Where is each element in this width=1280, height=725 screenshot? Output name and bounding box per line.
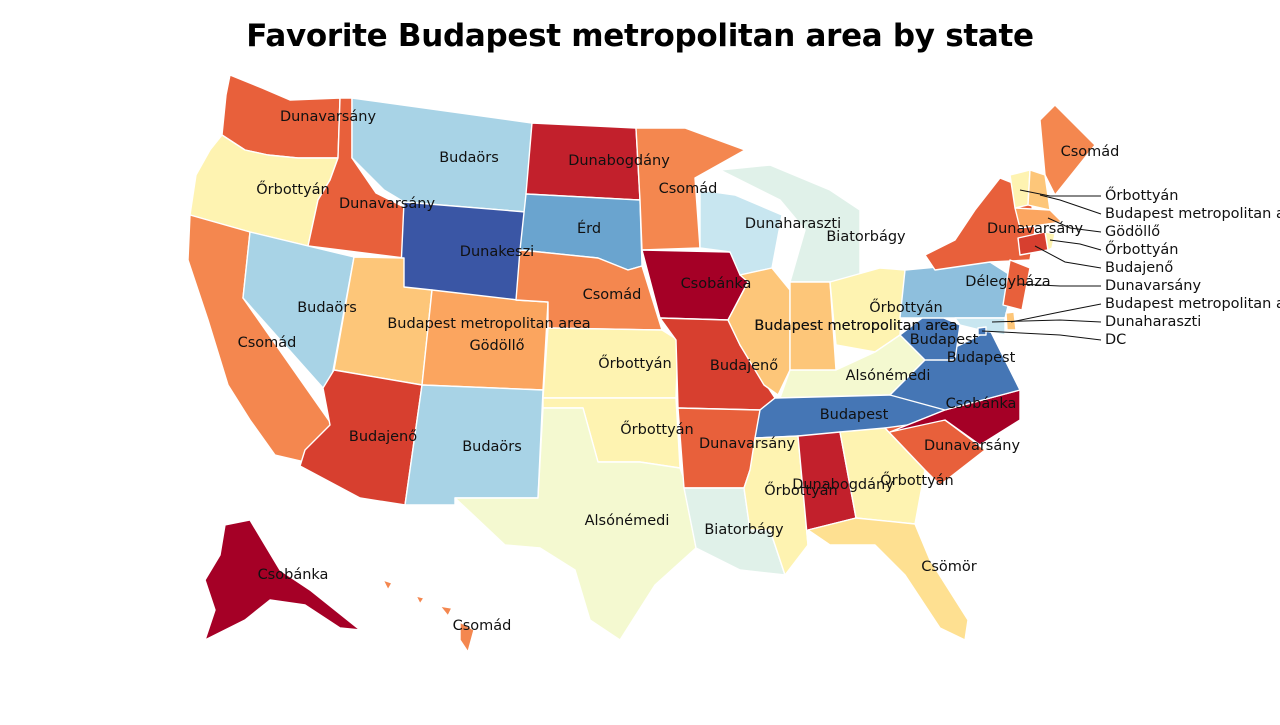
state-hi [382, 579, 475, 653]
state-label-ak: Csobánka [258, 567, 329, 583]
state-label-ky: Alsónémedi [846, 368, 931, 384]
state-label-ok: Őrbottyán [620, 420, 693, 438]
callout-label: Őrbottyán [1105, 240, 1178, 258]
map-title: Favorite Budapest metropolitan area by s… [246, 18, 1034, 54]
states-layer [187, 74, 1096, 653]
state-label-tx: Alsónémedi [585, 513, 670, 529]
state-ga [839, 427, 926, 525]
state-label-hi: Csomád [453, 618, 512, 634]
state-label-me: Csomád [1061, 144, 1120, 160]
state-label-mt: Budaörs [439, 150, 499, 166]
state-label-pa: Délegyháza [965, 274, 1050, 290]
state-label-la: Biatorbágy [704, 522, 784, 538]
callout-leader-line [1010, 303, 1102, 323]
state-labels-layer: Dunavarsány Őrbottyán Csomád Dunavarsány Bud… [238, 109, 1120, 634]
state-il [727, 267, 791, 396]
state-ma [1014, 207, 1063, 229]
callout-leader-line [1039, 194, 1102, 215]
callouts-layer: Őrbottyán Budapest metropolitan area Gödöl… [981, 186, 1280, 348]
callout-label: Budajenő [1105, 260, 1173, 276]
state-label-sc: Dunavarsány [924, 438, 1020, 454]
callout-label: Dunavarsány [1105, 278, 1201, 294]
state-nj [1002, 259, 1031, 311]
callout-label: DC [1105, 332, 1126, 348]
state-label-ks: Őrbottyán [598, 354, 671, 372]
state-label-nc: Csobánka [946, 396, 1017, 412]
state-fl [807, 517, 969, 641]
callout-label: Dunaharaszti [1105, 314, 1201, 330]
state-label-il: Budapest metropolitan area [754, 318, 957, 334]
callout-label: Budapest metropolitan area [1105, 296, 1280, 312]
state-label-az: Budajenő [349, 429, 417, 445]
state-label-or: Őrbottyán [256, 180, 329, 198]
state-mn [635, 127, 746, 251]
callout-label: Gödöllő [1105, 224, 1160, 240]
state-label-mo: Budajenő [710, 358, 778, 374]
state-label-ne: Csomád [583, 287, 642, 303]
state-label-al: Dunabogdány [792, 477, 894, 493]
state-label-id: Dunavarsány [339, 196, 435, 212]
callout-leader-line [1047, 217, 1102, 233]
state-label-nd: Dunabogdány [568, 153, 670, 169]
state-label-fl: Csömör [921, 559, 977, 575]
state-label-ar: Dunavarsány [699, 436, 795, 452]
state-label-ut: Budapest metropolitan area [387, 316, 590, 332]
callout-leader-line [1017, 283, 1101, 287]
callout-leader-line [1034, 245, 1102, 269]
state-label-va: Budapest [910, 332, 979, 348]
state-label-ga: Őrbottyán [880, 471, 953, 489]
callout-label: Őrbottyán [1105, 186, 1178, 204]
callout-label: Budapest metropolitan area [1105, 206, 1280, 222]
state-label-wv: Budapest [947, 350, 1016, 366]
state-ak [204, 519, 361, 641]
state-label-ms: Őrbottyán [764, 481, 837, 499]
state-label-nm: Budaörs [462, 439, 522, 455]
callout-leader-line [1019, 189, 1101, 197]
state-label-nv: Budaörs [297, 300, 357, 316]
state-label-mn: Csomád [659, 181, 718, 197]
state-label-co: Gödöllő [469, 338, 524, 354]
state-tx [454, 407, 697, 641]
callout-leader-line [1049, 239, 1102, 251]
state-label-ia: Csobánka [681, 276, 752, 292]
callout-leader-line [991, 319, 1102, 323]
state-label-wy: Dunakeszi [460, 244, 534, 260]
state-label-wa: Dunavarsány [280, 109, 376, 125]
state-label-sd: Érd [577, 220, 601, 237]
state-label-ca: Csomád [238, 335, 297, 351]
state-label-in: Budapest metropolitan area [754, 318, 957, 334]
state-label-wi: Dunaharaszti [745, 216, 841, 232]
state-label-oh: Őrbottyán [869, 298, 942, 316]
state-label-ny: Dunavarsány [987, 221, 1083, 237]
state-label-tn: Budapest [820, 407, 889, 423]
state-label-mi: Biatorbágy [826, 229, 906, 245]
callout-leader-line [981, 330, 1102, 341]
